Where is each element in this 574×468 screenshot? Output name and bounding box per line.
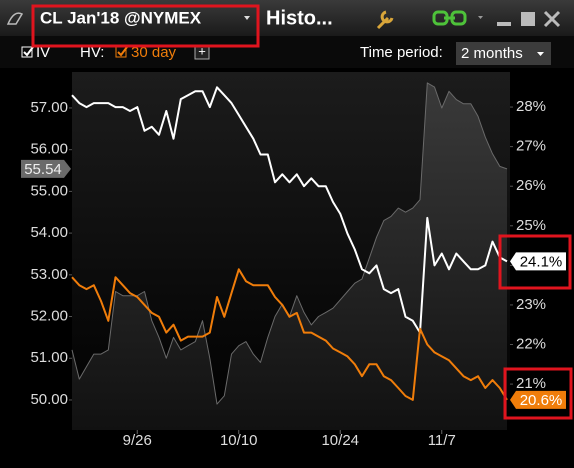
y-tick-label: 52.00 <box>30 308 68 325</box>
y-tick-label: 54.00 <box>30 224 68 241</box>
y2-tick-label: 28% <box>516 98 546 115</box>
period-label: Time period: <box>360 44 443 61</box>
period-dropdown[interactable] <box>456 42 551 65</box>
group-dropdown-arrow[interactable] <box>478 16 483 19</box>
y-tick-label: 53.00 <box>30 266 68 283</box>
y2-tick-label: 22% <box>516 335 546 352</box>
value-tag <box>21 159 71 178</box>
value-tag <box>510 252 566 271</box>
price-area <box>72 82 507 431</box>
y-tick-label: 56.00 <box>30 141 68 158</box>
y2-tick-label: 21% <box>516 375 546 392</box>
value-tag-label: 20.6% <box>520 392 563 409</box>
y-tick-label: 55.00 <box>30 182 68 199</box>
wrench-icon[interactable] <box>376 10 394 30</box>
x-tick-label: 11/7 <box>428 432 456 449</box>
value-tag <box>510 390 566 409</box>
link-icon[interactable] <box>6 12 24 25</box>
title-dropdown-arrow[interactable] <box>244 16 250 20</box>
period-value[interactable]: 2 months <box>461 45 523 62</box>
series-line <box>71 86 508 334</box>
y-tick-label: 51.00 <box>30 349 68 366</box>
y-tick-label: 50.00 <box>30 391 68 408</box>
close-button[interactable] <box>543 10 561 28</box>
x-tick-label: 9/26 <box>123 432 152 449</box>
y-tick-label: 57.00 <box>30 99 68 116</box>
y2-tick-label: 26% <box>516 177 546 194</box>
hv-label: HV: <box>80 44 104 61</box>
period-dropdown-arrow[interactable] <box>537 52 544 56</box>
value-tag-label: 55.54 <box>24 161 62 178</box>
window-title[interactable]: CL Jan'18 @NYMEX <box>40 8 202 27</box>
minimize-button[interactable] <box>497 22 511 26</box>
link-group-icon[interactable] <box>432 10 467 26</box>
highlight-box <box>503 367 573 420</box>
series-line <box>71 268 508 401</box>
iv-checkbox[interactable] <box>21 46 34 58</box>
tab-title[interactable]: Histo... <box>266 7 333 29</box>
highlight-box <box>498 234 572 290</box>
x-tick-label: 10/10 <box>220 432 258 449</box>
y2-tick-label: 25% <box>516 217 546 234</box>
value-tag-label: 24.1% <box>520 253 563 270</box>
highlight-box <box>31 4 260 48</box>
hv-period-label[interactable]: 30 day <box>131 44 177 61</box>
y2-tick-label: 23% <box>516 296 546 313</box>
x-tick-label: 10/24 <box>321 432 359 449</box>
plot: 50.00 51.00 52.00 53.00 54.00 55.00 56.00 57.00… <box>21 82 566 449</box>
iv-label[interactable]: IV <box>36 44 50 61</box>
y2-tick-label: 27% <box>516 138 546 155</box>
add-button-label[interactable]: + <box>198 43 206 58</box>
maximize-button[interactable] <box>521 12 535 26</box>
